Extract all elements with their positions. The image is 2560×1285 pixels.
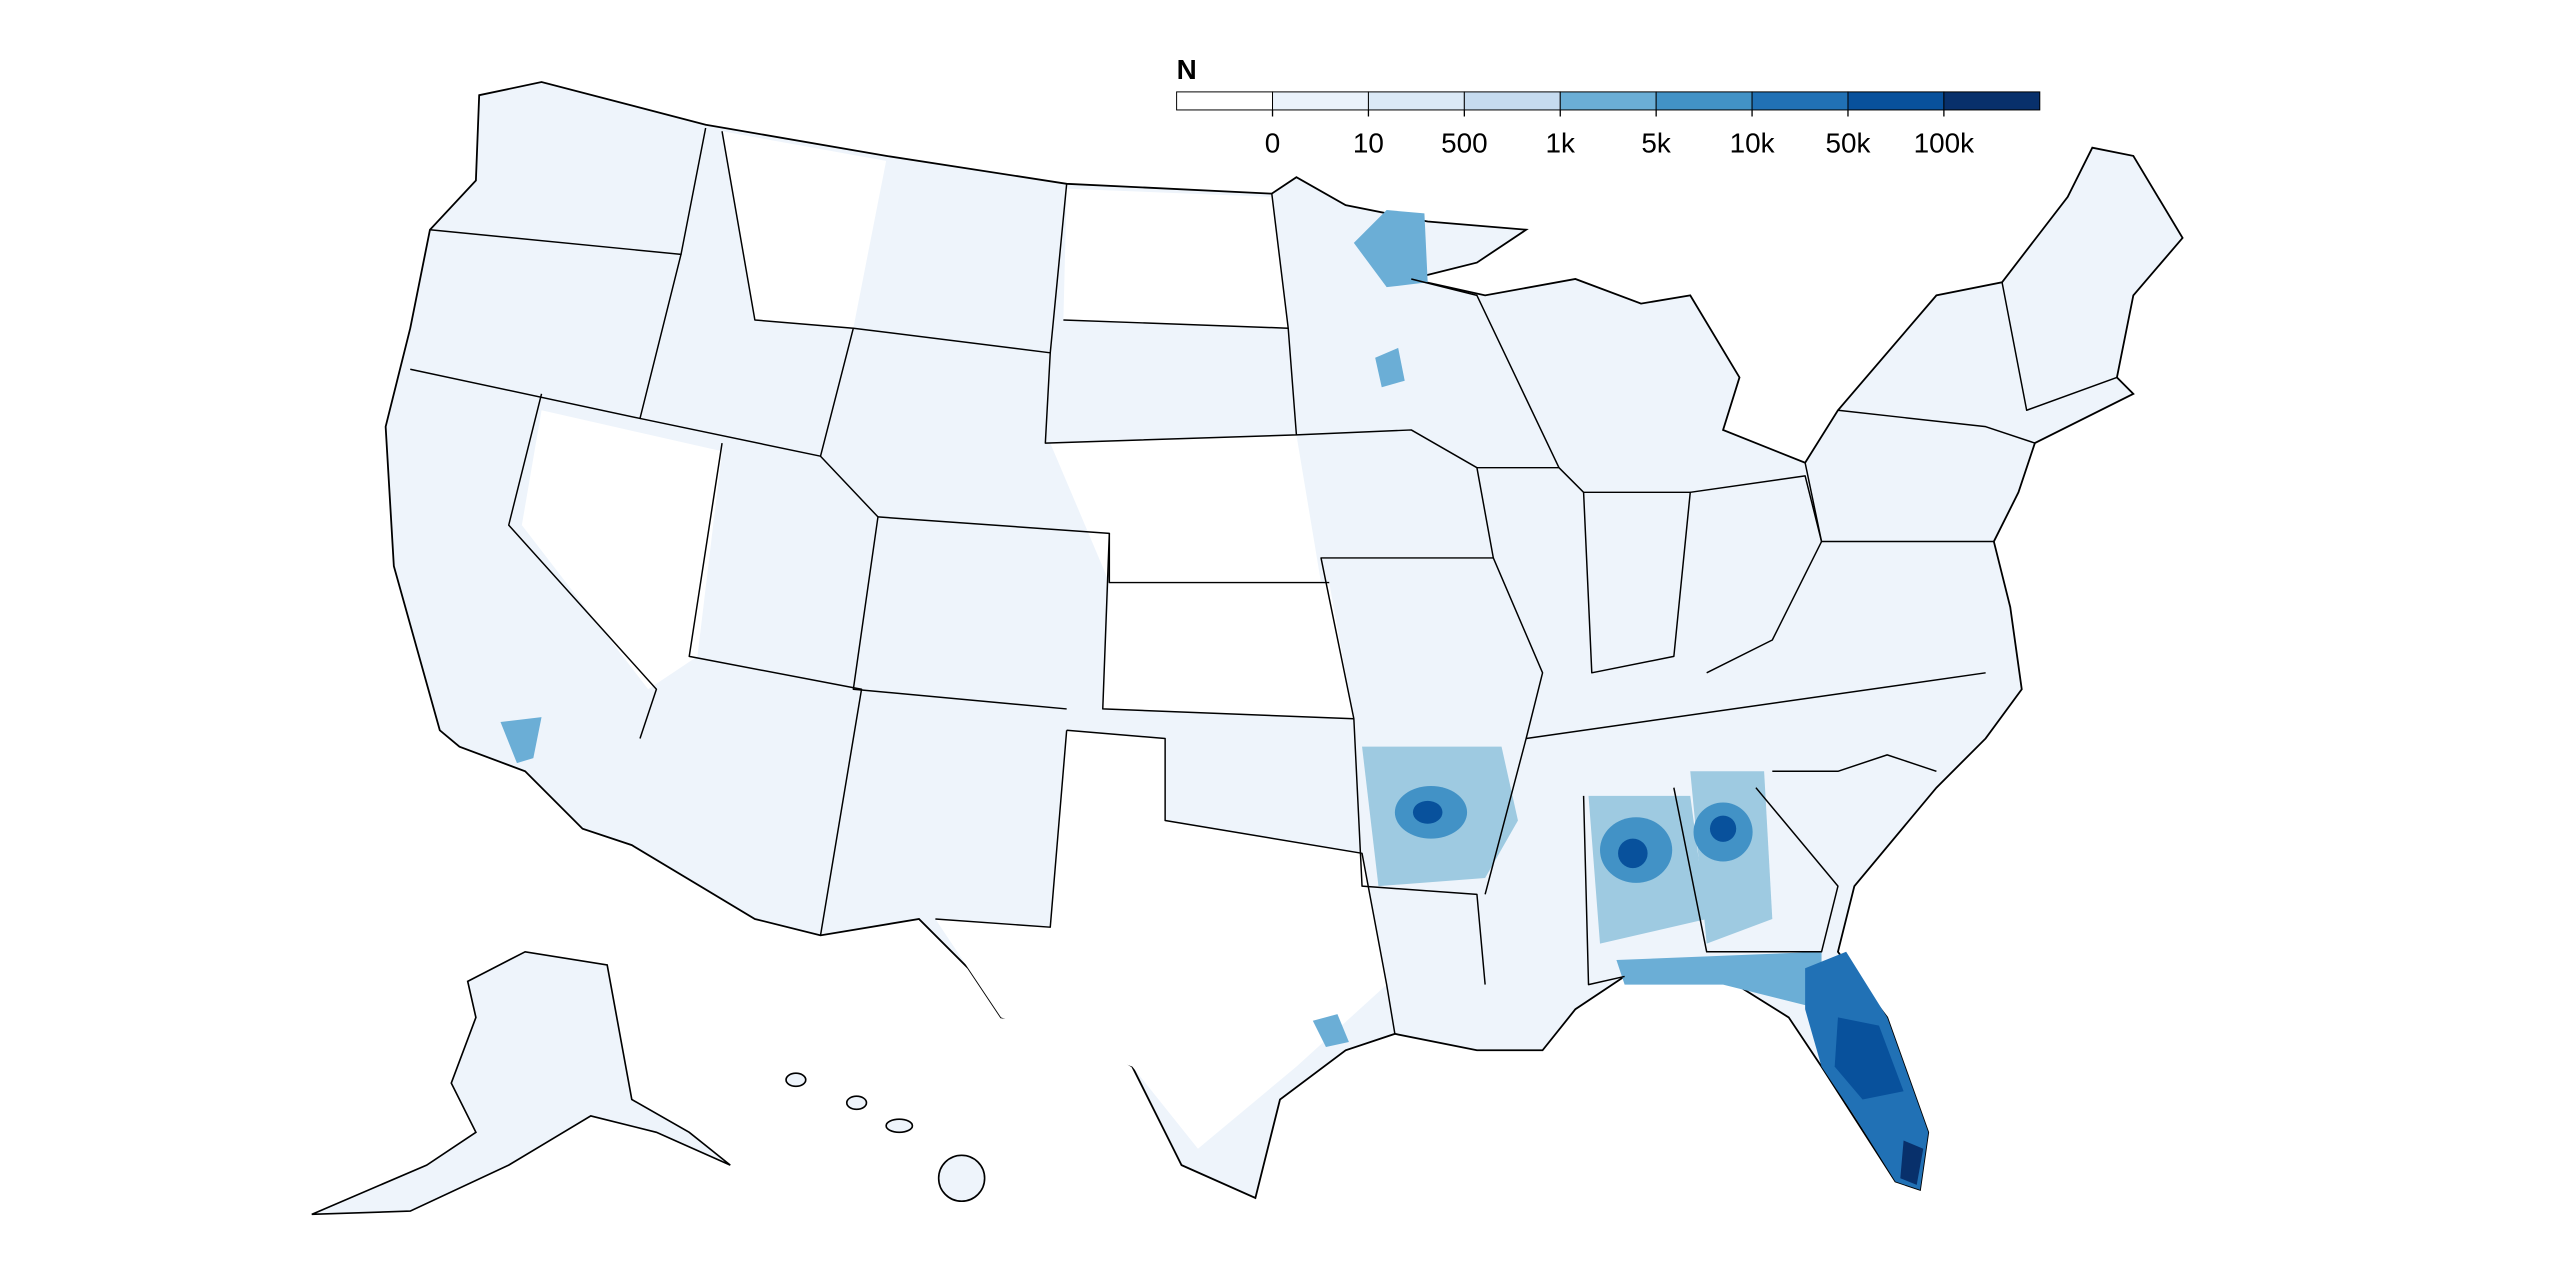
state-border [1772,754,1937,773]
legend-swatch [1463,91,1561,111]
state-border [1837,409,2036,444]
state-border [935,730,1068,928]
legend-swatch [1943,91,2041,111]
state-border [688,442,863,936]
hawaii [937,1154,986,1203]
state-border [1108,533,1330,584]
legend-swatch [1176,91,1274,111]
legend-swatch [1367,91,1465,111]
shade-mn [1375,347,1405,388]
state-border [1484,557,1544,895]
legend-tick-label: 10k [1730,128,1775,159]
legend-swatch [1272,91,1369,111]
white-area [1050,434,1322,583]
shade-fl [1834,1017,1904,1100]
legend-tick-label: 50k [1826,128,1871,159]
legend: N 0 10 500 1k 5k 10k 50k 100k [1176,54,2041,159]
state-borders [410,127,2118,1034]
white-area [1102,582,1354,719]
legend-swatch [1751,91,1849,111]
alaska [311,950,731,1216]
legend-swatch [1847,91,1945,111]
white-area [521,410,723,690]
hawaii [785,1072,807,1088]
state-border [1673,787,1839,953]
legend-title: N [1177,54,1197,85]
shade-ar [1412,800,1443,824]
legend-tick-label: 100k [1914,128,1975,159]
state-border [1044,328,1298,444]
shade-panhandle [1616,951,1822,1010]
legend-tick-label: 1k [1546,128,1576,159]
shade-fl [1900,1140,1924,1185]
legend-tick-label: 500 [1441,128,1488,159]
shade-la [500,717,542,764]
land [311,81,2184,1216]
white-area [935,730,1387,1149]
shade-mn [1353,210,1428,288]
state-border [507,393,658,739]
legend-swatch [1655,91,1753,111]
hawaii [885,1118,914,1134]
legend-tick-label: 5k [1641,128,1671,159]
state-border [819,455,1067,710]
state-border [2001,282,2118,411]
state-border [1706,462,1823,674]
state-border [877,516,1354,720]
shade-ga [1709,815,1737,842]
state-border [1296,429,1495,985]
hawaii [845,1095,868,1111]
white-area [722,131,887,329]
state-border [1066,729,1396,1034]
legend-tick-label: 10 [1353,128,1384,159]
state-border [1582,795,1625,986]
shade-al [1618,838,1648,869]
white-area [1063,188,1289,329]
state-border [1526,672,1986,740]
state-border [1558,467,1691,674]
legend-tick-label: 0 [1265,128,1281,159]
state-border [1411,278,1560,469]
legend-swatch [1559,91,1657,111]
